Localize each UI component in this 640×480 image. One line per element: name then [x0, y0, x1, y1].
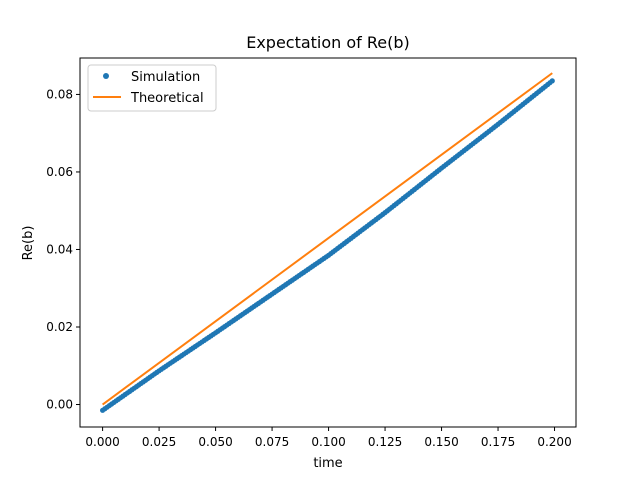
x-tick-label: 0.175: [481, 435, 515, 449]
y-axis-ticks: 0.00 0.02 0.04 0.06 0.08: [46, 87, 80, 412]
y-tick-label: 0.04: [46, 242, 73, 256]
series-theoretical-line: [102, 72, 553, 406]
x-tick-label: 0.000: [85, 435, 119, 449]
y-tick-label: 0.00: [46, 398, 73, 412]
legend-box: [87, 64, 217, 112]
y-tick-label: 0.06: [46, 165, 73, 179]
x-tick-label: 0.125: [368, 435, 402, 449]
plot-area: [100, 72, 555, 413]
chart-title: Expectation of Re(b): [246, 33, 410, 52]
legend-label-simulation: Simulation: [131, 70, 200, 85]
x-tick-label: 0.100: [311, 435, 345, 449]
x-tick-label: 0.025: [142, 435, 176, 449]
legend: Simulation Theoretical: [87, 64, 217, 112]
y-tick-label: 0.08: [46, 87, 73, 101]
legend-marker-simulation: [103, 73, 109, 79]
x-tick-label: 0.050: [198, 435, 232, 449]
series-simulation-point: [549, 78, 555, 84]
x-axis-label: time: [313, 456, 342, 471]
x-tick-label: 0.075: [255, 435, 289, 449]
y-tick-label: 0.02: [46, 320, 73, 334]
x-tick-label: 0.150: [424, 435, 458, 449]
legend-label-theoretical: Theoretical: [130, 91, 204, 106]
x-tick-label: 0.200: [537, 435, 571, 449]
x-axis-ticks: 0.000 0.025 0.050 0.075 0.100 0.125 0.150 0.175…: [85, 427, 572, 449]
y-axis-label: Re(b): [21, 226, 36, 261]
axes-frame: [79, 57, 577, 428]
